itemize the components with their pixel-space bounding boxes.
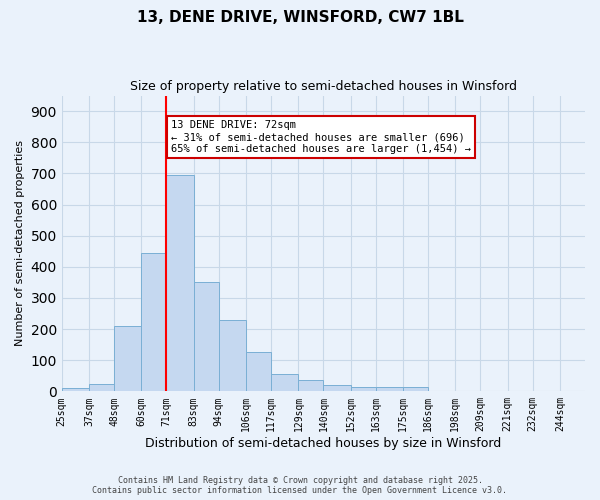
Text: 13 DENE DRIVE: 72sqm
← 31% of semi-detached houses are smaller (696)
65% of semi: 13 DENE DRIVE: 72sqm ← 31% of semi-detac… [171, 120, 471, 154]
Bar [350, 386, 376, 392]
Bar [89, 384, 114, 392]
Bar [142, 253, 166, 392]
Bar [246, 352, 271, 392]
Bar [166, 175, 194, 392]
Bar [194, 282, 219, 392]
Bar [376, 386, 403, 392]
Bar [323, 385, 350, 392]
Bar [62, 388, 89, 392]
Text: 13, DENE DRIVE, WINSFORD, CW7 1BL: 13, DENE DRIVE, WINSFORD, CW7 1BL [137, 10, 463, 25]
Bar [298, 380, 323, 392]
Bar [219, 320, 246, 392]
X-axis label: Distribution of semi-detached houses by size in Winsford: Distribution of semi-detached houses by … [145, 437, 502, 450]
Title: Size of property relative to semi-detached houses in Winsford: Size of property relative to semi-detach… [130, 80, 517, 93]
Bar [403, 386, 428, 392]
Bar [114, 326, 142, 392]
Bar [271, 374, 298, 392]
Y-axis label: Number of semi-detached properties: Number of semi-detached properties [15, 140, 25, 346]
Text: Contains HM Land Registry data © Crown copyright and database right 2025.
Contai: Contains HM Land Registry data © Crown c… [92, 476, 508, 495]
